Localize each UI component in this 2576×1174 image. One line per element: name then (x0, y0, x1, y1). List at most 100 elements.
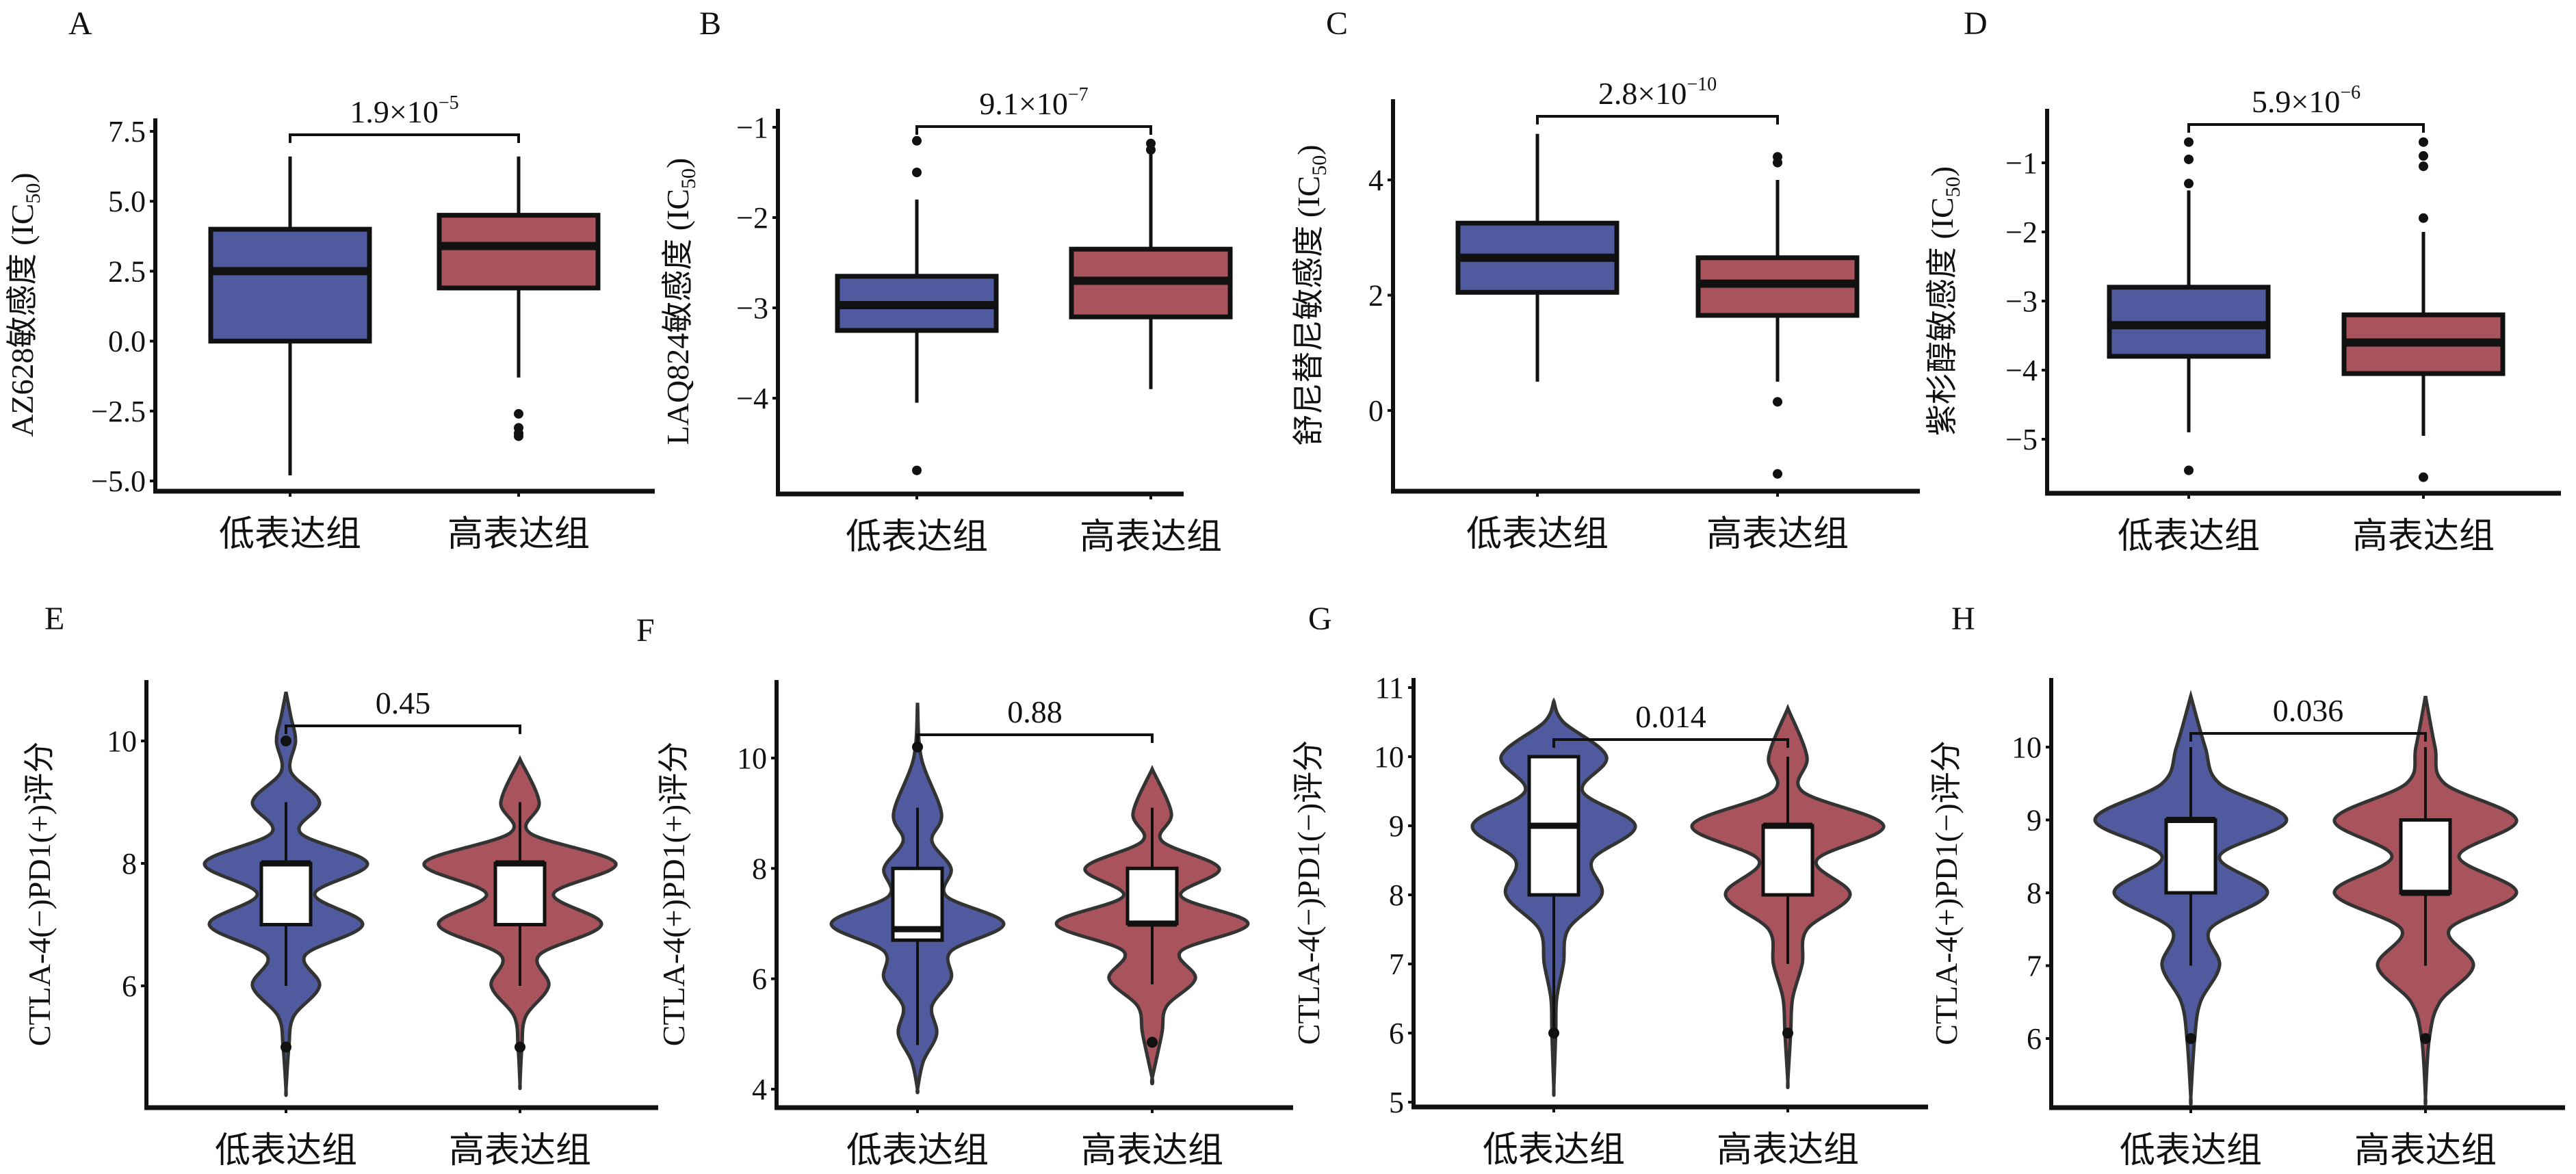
outlier-point (1548, 1028, 1559, 1039)
x-tick-label: 低表达组 (215, 1132, 357, 1171)
panel-letter: E (44, 601, 64, 637)
y-tick-label: −5 (2005, 423, 2038, 456)
significance-bracket (2189, 732, 2427, 742)
y-axis-label: LAQ824敏感度 (IC50) (660, 158, 700, 445)
group-high (437, 156, 601, 441)
outlier-point (2419, 137, 2428, 147)
y-tick-label: −4 (2005, 354, 2038, 387)
y-axis-label: CTLA-4(+)PD1(+)评分 (656, 742, 691, 1046)
group-high (1695, 152, 1860, 479)
x-tick-label: 高表达组 (1717, 1131, 1859, 1170)
p-value-base: 2.8×10 (1598, 76, 1687, 111)
outlier-point (281, 1041, 291, 1053)
outlier-point (514, 431, 523, 441)
outlier-point (912, 168, 922, 177)
y-tick-label: 10 (737, 742, 767, 775)
p-value-base: 0.014 (1635, 699, 1706, 734)
y-axis-label: 紫杉醇敏感度 (IC50) (1925, 166, 1964, 436)
box (2399, 818, 2452, 895)
box (2164, 818, 2217, 895)
outlier-point (2184, 465, 2194, 475)
y-tick-label: 8 (1389, 878, 1404, 912)
significance-bracket (915, 125, 1152, 135)
significance-bracket (1536, 115, 1779, 125)
outlier-point (912, 135, 922, 146)
p-value-exponent: −7 (1068, 84, 1089, 105)
y-tick-label: 5.0 (108, 185, 146, 218)
y-axis-label: CTLA-4(−)PD1(−)评分 (1291, 740, 1326, 1045)
group-low (2093, 690, 2289, 1106)
y-axis-label-end: ) (1291, 144, 1326, 155)
y-axis-label-subscript: 50 (22, 183, 44, 204)
group-high (2332, 695, 2519, 1106)
significance-bracket (916, 733, 1154, 743)
panel-letter: C (1326, 5, 1348, 42)
group-low (835, 135, 999, 475)
x-tick-label: 高表达组 (449, 1132, 591, 1171)
y-tick-label: 4 (752, 1073, 767, 1106)
y-axis-label: CTLA-4(+)PD1(−)评分 (1929, 740, 1964, 1045)
outlier-point (1773, 469, 1782, 479)
y-tick-label: −1 (736, 111, 768, 144)
y-tick-label: 10 (2012, 731, 2042, 764)
y-axis-label-main: AZ628敏感度 (IC (5, 204, 40, 437)
x-tick-label: 高表达组 (1706, 515, 1849, 554)
outlier-point (281, 735, 291, 746)
outlier-point (1147, 1036, 1158, 1048)
outlier-point (1773, 397, 1782, 407)
y-axis-label-main: CTLA-4(+)PD1(+)评分 (656, 742, 691, 1046)
outlier-point (912, 741, 923, 753)
y-tick-label: −2 (2005, 216, 2038, 249)
outlier-point (912, 465, 922, 475)
box (259, 861, 313, 926)
outlier-point (2184, 137, 2194, 147)
outlier-point (515, 1041, 525, 1053)
box (493, 861, 547, 926)
y-tick-label: 4 (1368, 164, 1383, 197)
y-tick-label: 8 (122, 847, 137, 880)
outlier-point (1782, 1028, 1793, 1039)
y-tick-label: 6 (1389, 1017, 1404, 1050)
p-value-label: 1.9×10−5 (350, 92, 458, 129)
y-tick-label: 5 (1389, 1086, 1404, 1119)
y-tick-label: 11 (1375, 671, 1404, 705)
y-axis-label-main: LAQ824敏感度 (IC (660, 189, 695, 445)
p-value-base: 0.88 (1007, 694, 1063, 729)
outlier-point (514, 408, 523, 419)
y-axis-label: AZ628敏感度 (IC50) (5, 172, 44, 436)
p-value-label: 5.9×10−6 (2252, 82, 2360, 119)
y-axis-label-subscript: 50 (1942, 177, 1964, 197)
p-value-label: 2.8×10−10 (1598, 74, 1717, 111)
y-tick-label: 9 (1389, 809, 1404, 843)
p-value-exponent: −5 (439, 92, 459, 114)
p-value-exponent: −10 (1687, 74, 1717, 95)
significance-bracket (289, 133, 520, 143)
p-value-base: 0.036 (2273, 693, 2344, 728)
outlier-point (2419, 161, 2428, 172)
panel-a: A 7.5 5.0 2.5 0.0 −2.5 −5.0 AZ628敏感度 (IC50) 低表达组… (5, 5, 655, 554)
panel-d: D −1 −2 −3 −4 −5 紫杉醇敏感度 (IC50) 低表达组 高表达组 5.9×10−6 (1925, 5, 2561, 556)
y-axis-label-main: 紫杉醇敏感度 (IC (1925, 197, 1960, 436)
p-value-exponent: −6 (2340, 82, 2360, 103)
y-tick-label: 10 (1374, 740, 1404, 774)
outlier-point (2185, 1033, 2196, 1044)
y-axis-label: CTLA-4(−)PD1(+)评分 (22, 742, 57, 1046)
y-axis-label-subscript: 50 (1308, 155, 1331, 176)
y-tick-label: 6 (2027, 1022, 2042, 1056)
y-tick-label: 6 (752, 963, 767, 996)
box (1761, 824, 1814, 897)
x-tick-label: 低表达组 (1483, 1131, 1625, 1170)
x-tick-label: 高表达组 (1080, 518, 1222, 557)
x-tick-label: 高表达组 (2354, 1132, 2497, 1171)
panel-letter: B (699, 5, 721, 42)
x-tick-label: 高表达组 (2352, 517, 2495, 556)
group-low (2107, 137, 2271, 475)
y-axis-label: 舒尼替尼敏感度 (IC50) (1291, 144, 1331, 445)
p-value-label: 0.014 (1635, 699, 1706, 734)
outlier-point (2420, 1033, 2431, 1044)
y-tick-label: −2.5 (91, 395, 146, 428)
